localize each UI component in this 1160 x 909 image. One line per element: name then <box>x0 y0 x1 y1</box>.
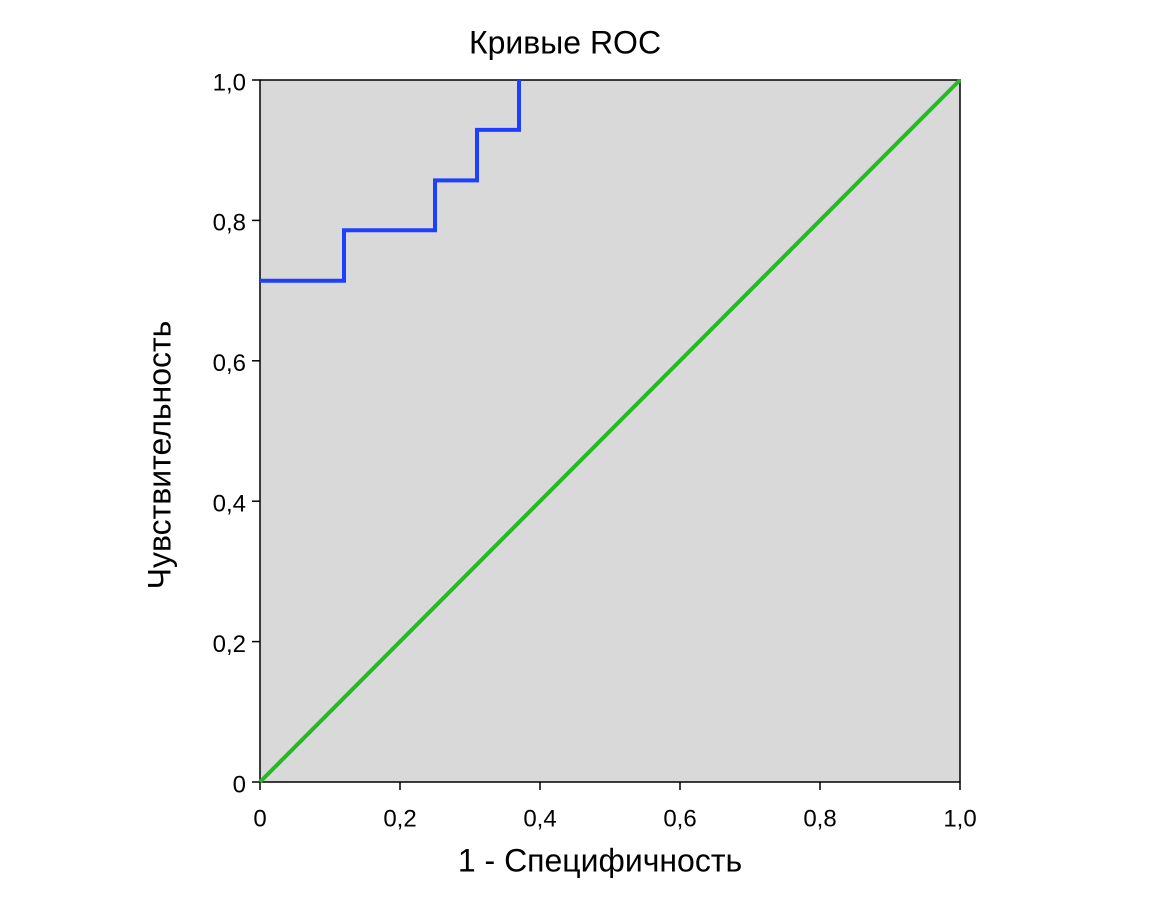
y-tick-label: 0,4 <box>213 491 246 518</box>
x-tick-label: 0,2 <box>383 805 416 832</box>
y-tick-label: 1,0 <box>213 69 246 96</box>
roc-line <box>260 80 521 283</box>
x-axis-label: 1 - Специфичность <box>458 842 742 878</box>
x-tick-label: 0,8 <box>803 805 836 832</box>
y-axis-label: Чувствительность <box>141 321 177 590</box>
x-tick-label: 0,6 <box>663 805 696 832</box>
x-tick-label: 0 <box>253 805 266 832</box>
x-tick-label: 0,4 <box>523 805 556 832</box>
y-tick-label: 0,8 <box>213 210 246 237</box>
y-tick-label: 0 <box>233 771 246 798</box>
y-tick-label: 0,6 <box>213 350 246 377</box>
roc-line <box>258 78 962 784</box>
y-tick-label: 0,2 <box>213 631 246 658</box>
chart-title: Кривые ROC <box>469 24 661 60</box>
x-tick-label: 1,0 <box>943 805 976 832</box>
